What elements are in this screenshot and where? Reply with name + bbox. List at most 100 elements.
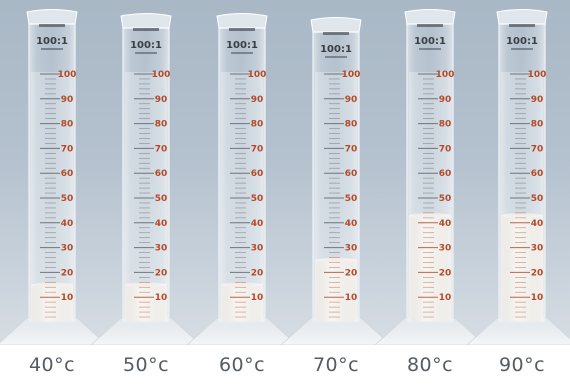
cylinder-rim [216,13,268,29]
scale-label-40: 40 [439,219,452,229]
cylinder-rim [404,9,456,25]
brand-ratio: 100:1 [414,36,446,47]
scale-label-60: 60 [531,169,544,179]
scale-label-90: 90 [345,95,358,105]
caption-50: 50°c [122,354,170,376]
scale-label-50: 50 [345,194,358,204]
scale-label-50: 50 [439,194,452,204]
cylinder-rim [310,17,362,33]
scale-label-20: 20 [531,268,544,278]
scale-label-30: 30 [155,244,168,254]
scale-label-10: 10 [61,293,74,303]
scale-label-20: 20 [345,268,358,278]
brand-ratio: 100:1 [36,36,68,47]
scale-label-100: 100 [342,70,361,80]
scale-label-80: 80 [345,120,358,130]
scale-label-30: 30 [251,244,264,254]
cylinder-6: 100:1 10 20 30 40 50 60 70 80 90 100 [466,9,570,345]
scale-label-80: 80 [439,120,452,130]
scale-label-30: 30 [345,244,358,254]
scale-label-80: 80 [61,120,74,130]
scale-label-90: 90 [531,95,544,105]
scale-label-50: 50 [61,194,74,204]
scale-label-70: 70 [439,144,452,154]
cylinder-rim [120,13,172,29]
brand-ratio: 100:1 [320,44,352,55]
brand-strip-lower [419,48,441,50]
caption-80: 80°c [406,354,454,376]
brand-ratio: 100:1 [506,36,538,47]
scale-label-10: 10 [251,293,264,303]
cylinder-4: 100:1 10 20 30 40 50 60 70 80 90 100 [280,17,392,345]
scale-label-70: 70 [531,144,544,154]
brand-strip [39,24,65,27]
scale-label-50: 50 [251,194,264,204]
scale-label-10: 10 [531,293,544,303]
scale-label-100: 100 [152,70,171,80]
caption-60: 60°c [218,354,266,376]
brand-strip [229,28,255,31]
scale-label-100: 100 [528,70,547,80]
cylinder-rim [496,9,548,25]
brand-strip-lower [41,48,63,50]
scale-label-90: 90 [251,95,264,105]
scale-label-90: 90 [439,95,452,105]
scale-label-60: 60 [345,169,358,179]
scale-label-60: 60 [61,169,74,179]
caption-row [0,345,570,387]
caption-70: 70°c [312,354,360,376]
scale-label-10: 10 [439,293,452,303]
brand-strip-lower [135,52,157,54]
caption-90: 90°c [498,354,546,376]
cylinder-2: 100:1 10 20 30 40 50 60 70 80 90 100 [90,13,202,345]
scale-label-60: 60 [155,169,168,179]
brand-strip-lower [511,48,533,50]
scale-label-40: 40 [155,219,168,229]
brand-ratio: 100:1 [226,40,258,51]
scale-label-100: 100 [248,70,267,80]
brand-strip [417,24,443,27]
scale-label-50: 50 [155,194,168,204]
cylinder-3: 100:1 10 20 30 40 50 60 70 80 90 100 [186,13,298,345]
scale-label-70: 70 [61,144,74,154]
scale-label-80: 80 [251,120,264,130]
scale-label-90: 90 [155,95,168,105]
scale-label-90: 90 [61,95,74,105]
scale-label-20: 20 [61,268,74,278]
scale-label-70: 70 [251,144,264,154]
caption-40: 40°c [28,354,76,376]
scale-label-60: 60 [251,169,264,179]
scale-label-20: 20 [439,268,452,278]
scale-label-40: 40 [345,219,358,229]
brand-strip [509,24,535,27]
brand-ratio: 100:1 [130,40,162,51]
brand-strip-lower [231,52,253,54]
scale-label-30: 30 [61,244,74,254]
cylinders-illustration: 100:1 10 20 30 40 50 60 70 80 90 100 100:1 10 20 30 40 5… [0,9,570,345]
glass-tube [312,31,360,323]
scale-label-40: 40 [531,219,544,229]
scale-label-10: 10 [345,293,358,303]
scale-label-70: 70 [345,144,358,154]
scale-label-100: 100 [58,70,77,80]
scale-label-100: 100 [436,70,455,80]
scale-label-80: 80 [531,120,544,130]
brand-strip [323,32,349,35]
scale-label-30: 30 [531,244,544,254]
scale-label-60: 60 [439,169,452,179]
brand-strip [133,28,159,31]
scale-label-80: 80 [155,120,168,130]
cylinders-photo: 100:1 10 20 30 40 50 60 70 80 90 100 100:1 10 20 30 40 5… [0,0,570,345]
brand-strip-lower [325,56,347,58]
cylinder-rim [26,9,78,25]
scale-label-30: 30 [439,244,452,254]
glass-tube [122,27,170,323]
scale-label-50: 50 [531,194,544,204]
scale-label-20: 20 [155,268,168,278]
scale-label-70: 70 [155,144,168,154]
cylinder-5: 100:1 10 20 30 40 50 60 70 80 90 100 [374,9,486,345]
scale-label-10: 10 [155,293,168,303]
scale-label-40: 40 [61,219,74,229]
scale-label-20: 20 [251,268,264,278]
scale-label-40: 40 [251,219,264,229]
